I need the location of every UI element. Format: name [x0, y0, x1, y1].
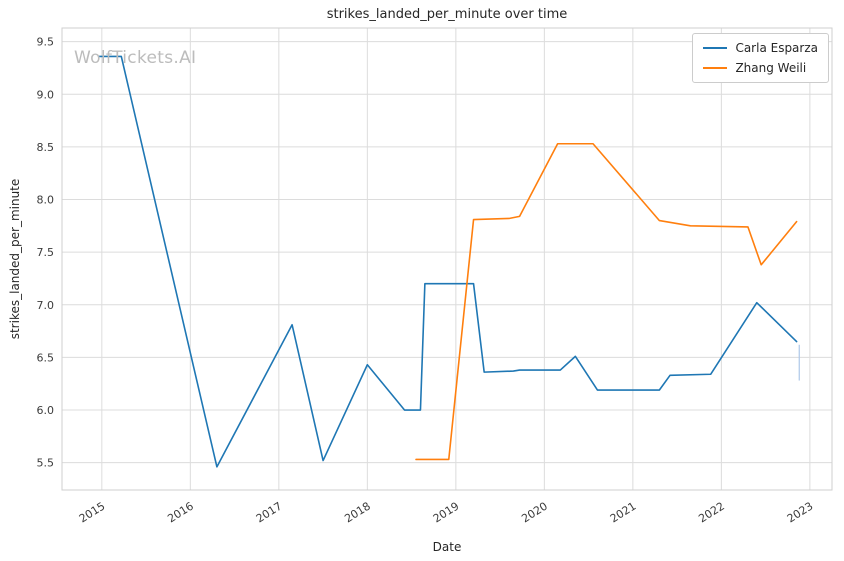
plot-border — [61, 27, 833, 491]
x-tick-label: 2019 — [431, 500, 462, 526]
legend-item-zhang-weili: Zhang Weili — [703, 61, 818, 75]
y-tick-label: 6.5 — [37, 351, 55, 364]
x-tick-label: 2018 — [342, 500, 373, 526]
y-tick-label: 7.0 — [37, 299, 55, 312]
x-tick-label: 2017 — [254, 500, 285, 526]
legend-label: Carla Esparza — [735, 41, 818, 55]
grid — [62, 28, 832, 490]
legend-line-swatch — [703, 47, 728, 49]
chart-title: strikes_landed_per_minute over time — [326, 7, 568, 22]
y-tick-label: 8.5 — [37, 141, 55, 154]
x-tick-label: 2022 — [696, 500, 727, 526]
x-axis-label: Date — [432, 540, 462, 554]
legend-label: Zhang Weili — [735, 61, 807, 75]
y-axis-label: strikes_landed_per_minute — [8, 178, 22, 340]
axis-tick-labels: 5.5 6.0 6.5 7.0 7.5 8.0 8.5 9.0 9.5 2015 2016 2017 2… — [37, 36, 816, 526]
y-tick-label: 9.5 — [37, 36, 55, 49]
series-line-carla-esparza — [98, 55, 798, 468]
y-tick-label: 8.0 — [37, 194, 55, 207]
y-tick-label: 9.0 — [37, 88, 55, 101]
x-tick-label: 2016 — [165, 500, 196, 526]
x-tick-label: 2023 — [785, 500, 816, 526]
legend-item-carla-esparza: Carla Esparza — [703, 41, 818, 55]
x-tick-label: 2015 — [77, 500, 108, 526]
y-tick-label: 5.5 — [37, 457, 55, 470]
series-line-zhang-weili — [415, 142, 798, 461]
legend-line-swatch — [703, 67, 728, 69]
x-tick-label: 2020 — [519, 500, 550, 526]
x-tick-label: 2021 — [608, 500, 639, 526]
legend: Carla Esparza Zhang Weili — [692, 33, 829, 83]
y-tick-label: 6.0 — [37, 404, 55, 417]
y-tick-label: 7.5 — [37, 246, 55, 259]
watermark: WolfTickets.AI — [74, 48, 197, 68]
